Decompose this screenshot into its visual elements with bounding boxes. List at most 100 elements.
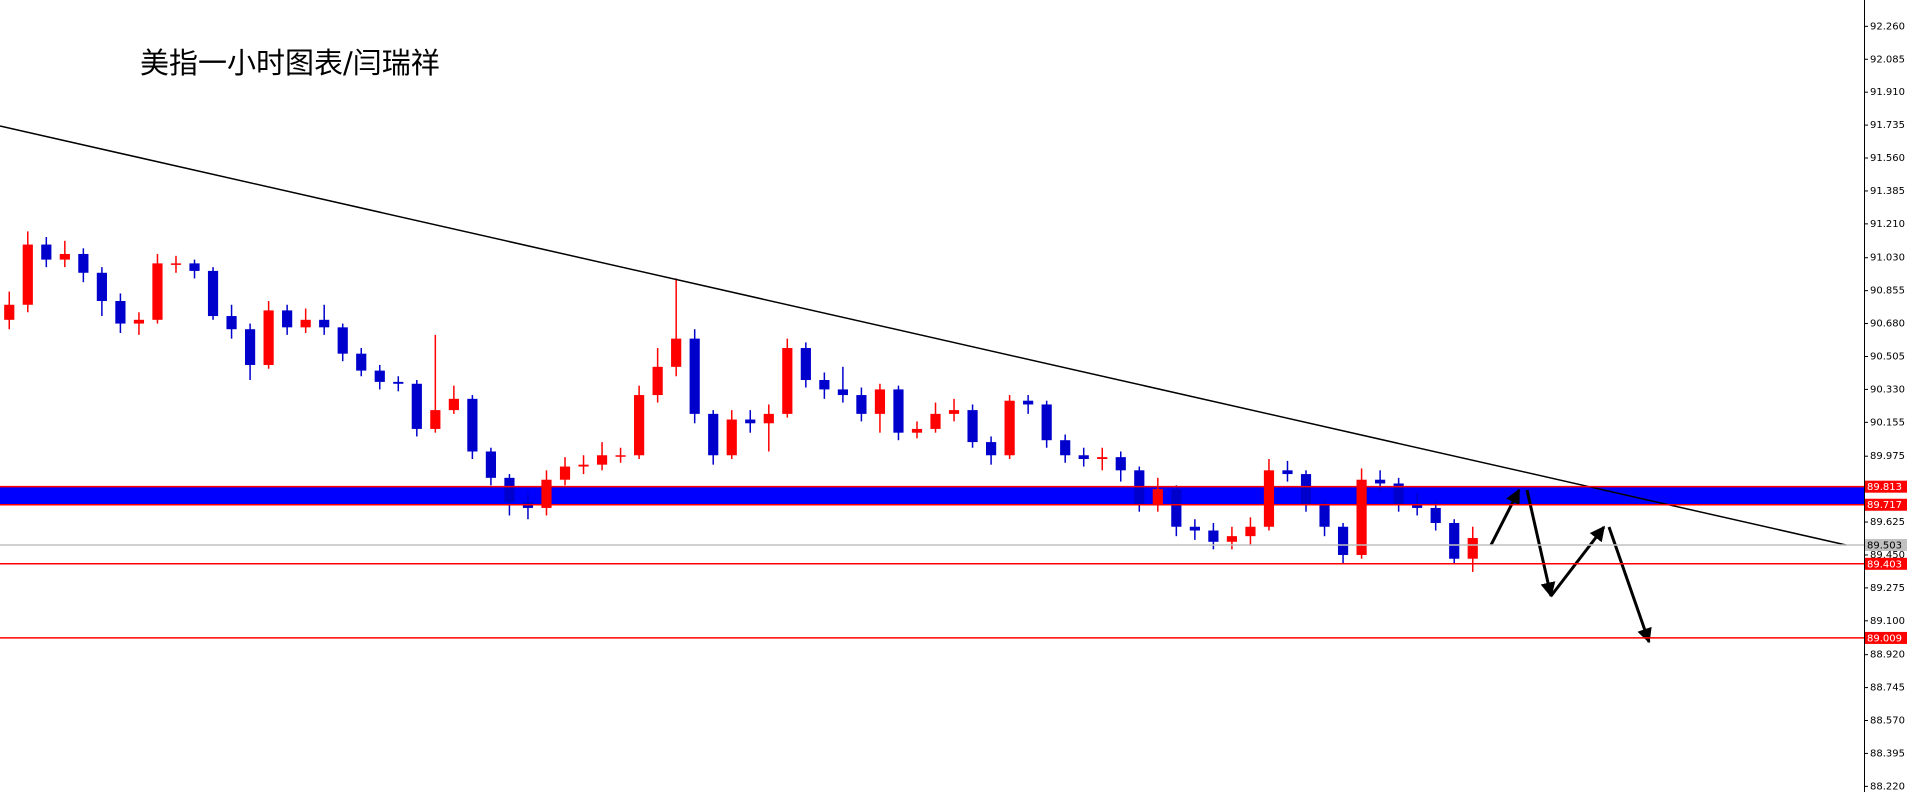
candle-body	[967, 410, 978, 443]
candle-body	[1263, 470, 1275, 527]
y-tick-label: 92.085	[1870, 54, 1905, 65]
candle-body	[152, 263, 163, 320]
arrow	[1489, 488, 1521, 546]
candle-body	[4, 304, 15, 320]
y-tick-label: 88.570	[1870, 716, 1905, 727]
y-tick-label: 91.735	[1870, 120, 1905, 131]
chart-title: 美指一小时图表/闫瑞祥	[140, 46, 440, 80]
candle-body	[541, 479, 552, 508]
price-tag-label: 89.403	[1867, 559, 1902, 570]
forecast-arrows	[1489, 488, 1652, 644]
arrow	[1525, 489, 1556, 598]
y-tick-label: 90.855	[1870, 286, 1905, 297]
candle-body	[1152, 489, 1163, 505]
candle-body	[485, 451, 497, 478]
candle-body	[689, 338, 700, 414]
candle-body	[374, 370, 385, 382]
candle-body	[189, 263, 200, 271]
candle-body	[1189, 526, 1200, 531]
candle-body	[1208, 530, 1219, 542]
candle-body	[708, 413, 719, 456]
y-tick-label: 88.395	[1870, 748, 1905, 759]
y-tick-label: 88.920	[1870, 650, 1905, 661]
candle-body	[96, 272, 107, 301]
candle-body	[226, 316, 237, 330]
candle-body	[856, 395, 867, 414]
candle-body	[578, 464, 589, 467]
candle-body	[634, 395, 645, 456]
candle-body	[282, 310, 293, 328]
candle-body	[745, 419, 756, 424]
y-tick-label: 88.745	[1870, 683, 1905, 694]
y-tick-label: 91.385	[1870, 186, 1905, 197]
candle-body	[596, 455, 608, 465]
candle-body	[59, 253, 70, 260]
candle-body	[263, 310, 274, 365]
candle-body	[1097, 457, 1108, 460]
candle-body	[1449, 522, 1460, 559]
candle-body	[1115, 457, 1126, 471]
candle-body	[133, 319, 145, 324]
candle-body	[448, 398, 459, 411]
candle-body	[411, 383, 422, 429]
price-tag	[1865, 538, 1907, 551]
candle-body	[819, 380, 830, 390]
price-tag-label: 89.503	[1867, 540, 1902, 551]
price-tag-label: 89.717	[1867, 500, 1902, 511]
y-tick-label: 91.560	[1870, 153, 1905, 164]
y-tick-label: 91.210	[1870, 219, 1905, 230]
candle-body	[837, 389, 848, 396]
candle-body	[1004, 400, 1015, 456]
candle-body	[1375, 479, 1386, 484]
candle-body	[985, 442, 997, 456]
arrow	[1607, 526, 1652, 644]
y-tick-label: 89.450	[1870, 550, 1905, 561]
candle-body	[22, 244, 33, 305]
y-tick-label: 89.975	[1870, 451, 1905, 462]
price-tag	[1865, 480, 1907, 493]
y-tick-label: 89.275	[1870, 583, 1905, 594]
arrow	[1549, 525, 1606, 597]
candle-body	[1356, 479, 1367, 555]
candle-body	[671, 338, 682, 367]
y-tick-label: 91.910	[1870, 87, 1905, 98]
candle-body	[726, 419, 737, 456]
candle-body	[300, 319, 311, 328]
candle-body	[1282, 470, 1293, 475]
trend-line	[0, 125, 1847, 546]
candle-body	[911, 428, 923, 433]
y-tick-label: 89.100	[1870, 616, 1905, 627]
y-tick-label: 91.030	[1870, 253, 1905, 264]
candle-body	[1412, 504, 1423, 508]
candle-body	[615, 455, 626, 457]
candle-body	[763, 413, 774, 424]
y-tick-label: 89.625	[1870, 517, 1905, 528]
candle-body	[1430, 507, 1441, 523]
candle-body	[1171, 489, 1182, 527]
candle-body	[874, 389, 886, 414]
price-tag-label: 89.813	[1867, 482, 1902, 493]
candle-body	[652, 366, 663, 396]
candle-body	[41, 244, 52, 260]
candle-body	[115, 300, 126, 324]
price-tag	[1865, 557, 1907, 570]
y-tick-label: 92.260	[1870, 21, 1905, 32]
candle-body	[1300, 474, 1312, 505]
y-tick-label: 90.155	[1870, 417, 1905, 428]
candle-body	[170, 263, 182, 265]
candle-body	[356, 353, 367, 371]
candle-body	[430, 410, 441, 429]
candle-body	[800, 348, 811, 381]
candle-body	[467, 398, 478, 452]
candle-body	[1078, 455, 1089, 460]
candle-body	[393, 381, 404, 384]
candle-body	[319, 319, 330, 328]
price-tag	[1865, 498, 1907, 511]
candle-body	[78, 253, 89, 273]
candle-body	[930, 413, 941, 429]
candle-body	[337, 327, 348, 354]
candle-body	[1393, 483, 1404, 505]
candle-body	[1023, 400, 1034, 405]
candle-body	[559, 466, 571, 480]
